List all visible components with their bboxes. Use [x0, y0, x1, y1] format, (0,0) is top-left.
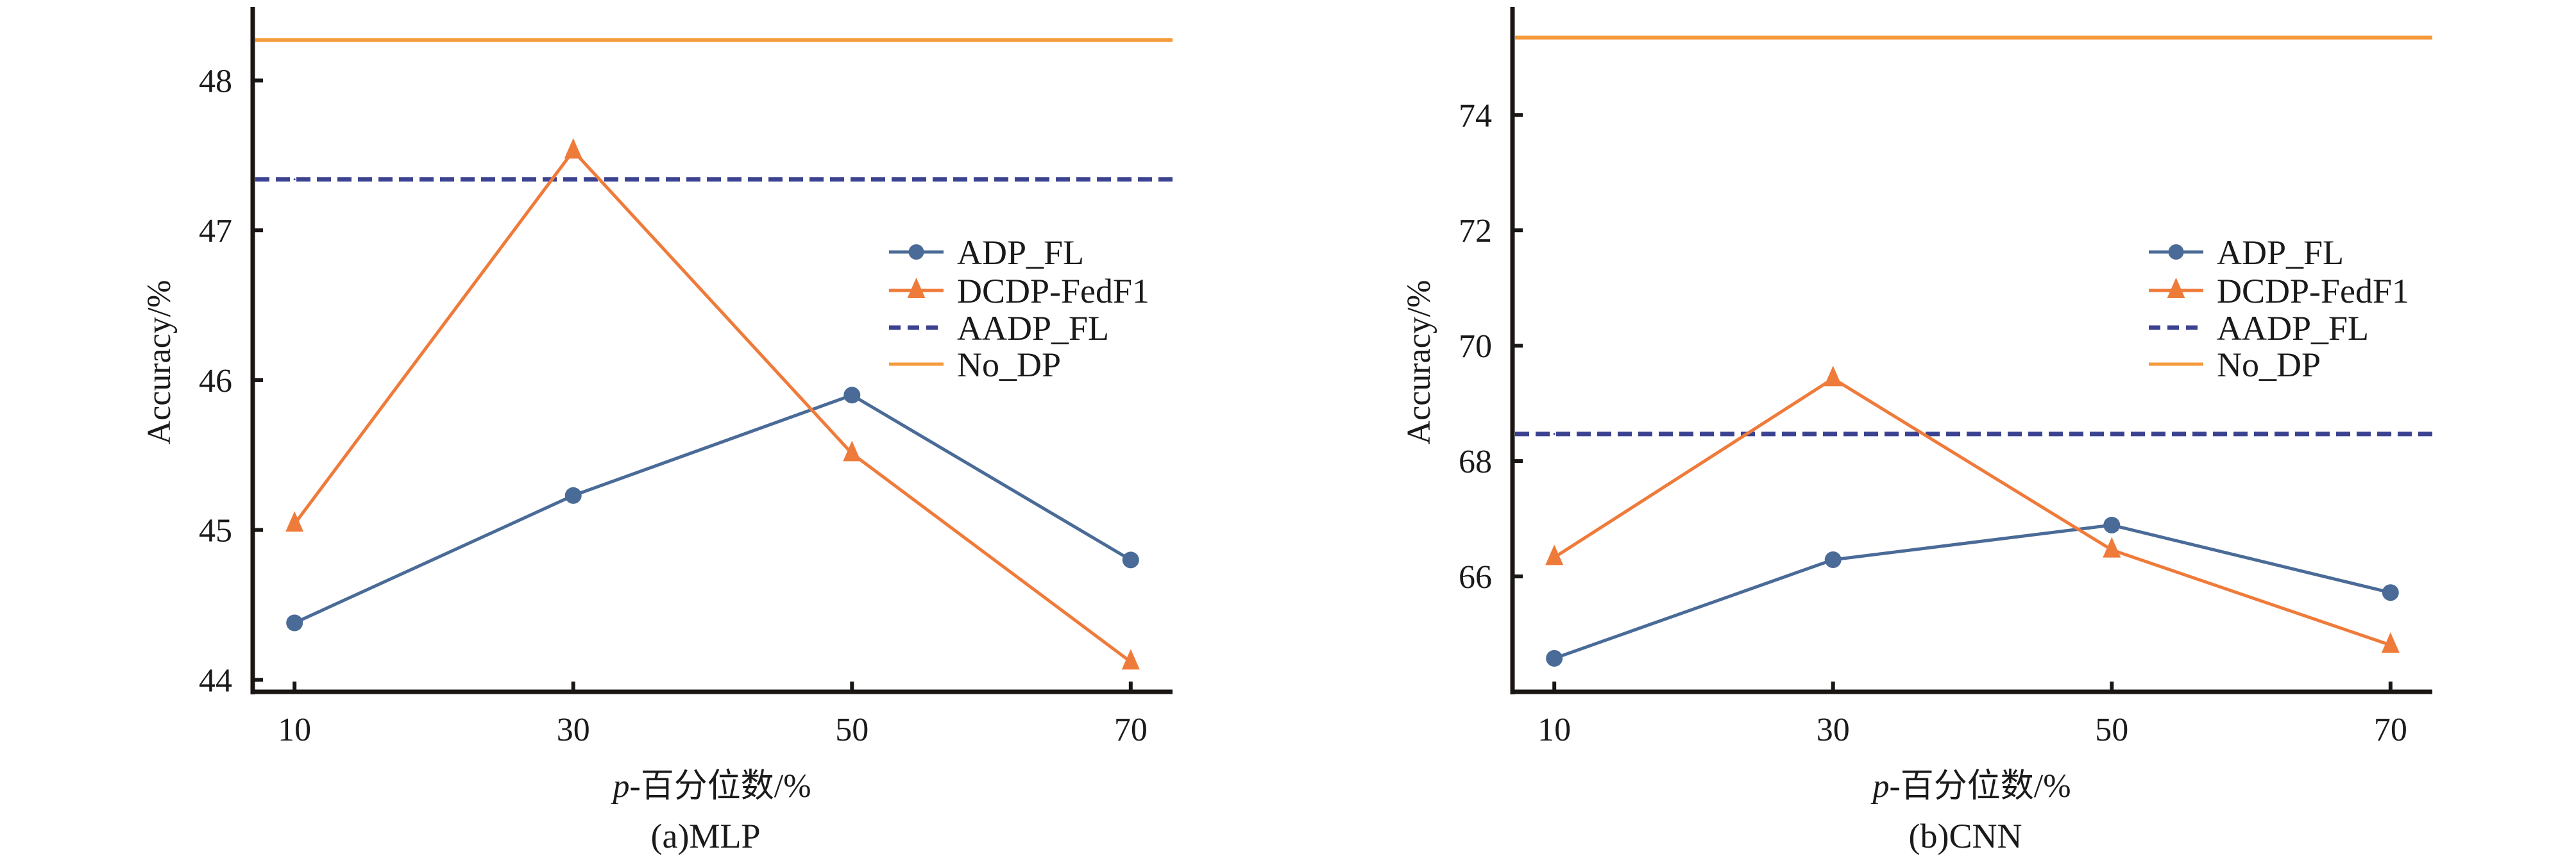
data-point: [564, 138, 582, 159]
data-point: [572, 38, 575, 41]
data-point: [286, 614, 303, 632]
y-tick-label: 47: [199, 213, 232, 249]
x-axis-title-variable: p: [1870, 768, 1889, 805]
panel-cnn: 66 68 70 72 74 10 30 50 70 Accuracy/% p-百分位数/% (b)C…: [1401, 7, 2432, 855]
data-point: [2103, 537, 2121, 558]
data-point: [1545, 544, 1564, 566]
data-point: [851, 178, 853, 181]
y-tick-label: 70: [1459, 328, 1492, 365]
legend-item-aadp-fl: AADP_FL: [2149, 309, 2369, 348]
data-point: [572, 178, 575, 181]
data-point: [564, 487, 582, 504]
panel-caption: (b)CNN: [1909, 817, 2022, 855]
legend-label: DCDP-FedF1: [2217, 272, 2409, 310]
x-tick-label: 70: [2374, 712, 2407, 748]
y-axis-title: Accuracy/%: [141, 280, 178, 445]
data-point: [293, 38, 296, 41]
data-point: [293, 178, 296, 181]
legend-label: AADP_FL: [957, 309, 1109, 348]
y-tick-label: 74: [1459, 97, 1492, 134]
series-dcdp-fedf1: [285, 138, 1140, 670]
y-tick-label: 72: [1459, 213, 1492, 249]
data-point: [2103, 516, 2121, 533]
series-line: [1554, 523, 2391, 660]
legend-label: AADP_FL: [2217, 309, 2369, 348]
data-point: [1546, 649, 1563, 667]
legend-item-adp-fl: ADP_FL: [889, 233, 1084, 272]
legend-triangle-marker-icon: [2167, 278, 2185, 298]
series-adp-fl: [286, 387, 1139, 632]
data-point: [2110, 433, 2113, 435]
legend-label: ADP_FL: [2217, 233, 2344, 272]
data-point: [2389, 37, 2392, 39]
y-tick-label: 46: [199, 363, 232, 399]
data-point: [1824, 551, 1842, 568]
legend-label: DCDP-FedF1: [957, 272, 1149, 310]
x-tick-label: 30: [1817, 712, 1850, 748]
legend-item-dcdp-fedf1: DCDP-FedF1: [889, 272, 1149, 310]
data-point: [1553, 433, 1555, 435]
data-point: [285, 511, 304, 532]
data-point: [2110, 37, 2113, 39]
data-point: [1121, 649, 1140, 670]
data-point: [2382, 584, 2399, 601]
y-tick-label: 45: [199, 513, 232, 549]
legend-circle-marker-icon: [908, 244, 924, 260]
data-point: [1832, 433, 1835, 435]
series-line: [293, 149, 1132, 664]
legend-item-dcdp-fedf1: DCDP-FedF1: [2149, 272, 2409, 310]
x-axis-title-text: -百分位数/%: [1889, 768, 2071, 805]
series-aadp-fl: [255, 177, 1173, 182]
x-axis-title: p-百分位数/%: [1870, 768, 2071, 805]
legend-circle-marker-icon: [2168, 244, 2184, 260]
data-point: [851, 38, 853, 41]
data-point: [1553, 37, 1555, 39]
y-axis-title: Accuracy/%: [1401, 280, 1437, 445]
y-tick-label: 48: [199, 63, 232, 100]
x-tick-label: 30: [557, 712, 590, 748]
x-axis-title-variable: p: [610, 768, 629, 805]
series-line: [294, 393, 1132, 624]
x-axis-title: p-百分位数/%: [610, 768, 811, 805]
data-point: [1824, 365, 1842, 387]
legend-label: ADP_FL: [957, 233, 1084, 272]
legend-item-no-dp: No_DP: [889, 346, 1061, 384]
data-point: [1130, 38, 1132, 41]
data-point: [843, 440, 861, 462]
series-dcdp-fedf1: [1545, 365, 2400, 653]
y-tick-label: 44: [199, 662, 232, 699]
y-tick-label: 66: [1459, 559, 1492, 596]
legend-item-no-dp: No_DP: [2149, 346, 2321, 384]
x-tick-label: 50: [2095, 712, 2128, 748]
series-no-dp: [1515, 35, 2432, 40]
data-point: [2381, 632, 2400, 653]
series-no-dp: [255, 38, 1173, 42]
series-adp-fl: [1546, 516, 2399, 667]
data-point: [1130, 178, 1132, 181]
legend-item-aadp-fl: AADP_FL: [889, 309, 1109, 348]
x-axis-title-text: -百分位数/%: [629, 768, 811, 805]
x-tick-label: 70: [1114, 712, 1148, 748]
legend-label: No_DP: [957, 346, 1061, 384]
panel-caption: (a)MLP: [651, 817, 761, 855]
data-point: [1832, 37, 1835, 39]
data-point: [1122, 551, 1139, 569]
legend-item-adp-fl: ADP_FL: [2149, 233, 2344, 272]
x-tick-label: 10: [278, 712, 311, 748]
y-tick-label: 68: [1459, 444, 1492, 480]
x-tick-label: 50: [835, 712, 869, 748]
data-point: [843, 387, 861, 404]
panel-mlp: 44 45 46 47 48 10 30 50 70 Accuracy/% p-百分位数/% (a)M…: [141, 7, 1173, 855]
legend-label: No_DP: [2217, 346, 2321, 384]
data-point: [2389, 433, 2392, 435]
series-line: [1553, 376, 2391, 647]
x-tick-label: 10: [1538, 712, 1571, 748]
legend-triangle-marker-icon: [907, 278, 926, 298]
series-aadp-fl: [1515, 432, 2432, 437]
